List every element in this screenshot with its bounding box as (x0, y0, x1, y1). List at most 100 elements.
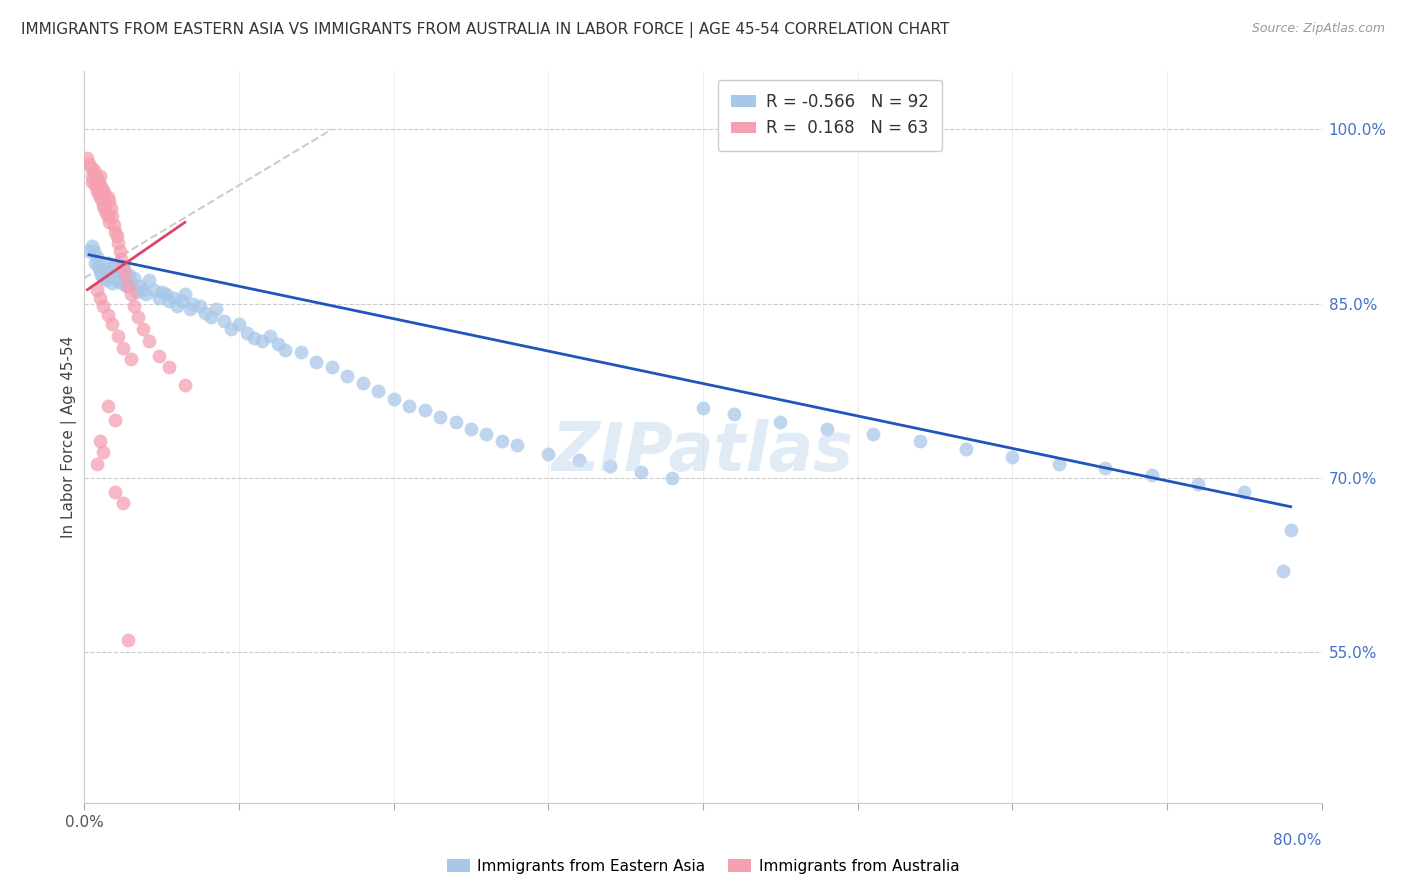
Point (382, 392, 405, 406)
Point (79, 160, 101, 174)
Point (89, 178, 111, 193)
Point (367, 384, 389, 398)
Point (267, 337, 290, 351)
Point (82, 175, 104, 189)
Point (188, 299, 212, 313)
Point (194, 306, 217, 320)
Point (259, 329, 281, 343)
Point (120, 287, 142, 301)
Legend: R = -0.566   N = 92, R =  0.168   N = 63: R = -0.566 N = 92, R = 0.168 N = 63 (717, 79, 942, 151)
Point (114, 264, 136, 278)
Point (321, 360, 343, 375)
Legend: Immigrants from Eastern Asia, Immigrants from Australia: Immigrants from Eastern Asia, Immigrants… (440, 853, 966, 880)
Point (86, 457, 108, 471)
Point (692, 401, 714, 415)
Point (166, 299, 188, 313)
Point (93, 186, 115, 201)
Point (101, 318, 124, 332)
Point (105, 273, 128, 287)
Point (108, 261, 131, 276)
Point (205, 302, 228, 317)
Point (862, 426, 884, 441)
Text: IMMIGRANTS FROM EASTERN ASIA VS IMMIGRANTS FROM AUSTRALIA IN LABOR FORCE | AGE 4: IMMIGRANTS FROM EASTERN ASIA VS IMMIGRAN… (21, 22, 949, 38)
Point (89, 264, 111, 278)
Point (200, 310, 222, 325)
Point (174, 287, 197, 301)
Point (150, 285, 173, 299)
Point (89, 434, 111, 448)
Point (112, 496, 135, 510)
Point (98, 264, 121, 278)
Point (104, 225, 127, 239)
Point (120, 352, 142, 367)
Point (114, 268, 136, 282)
Point (86, 183, 108, 197)
Point (1047, 457, 1070, 471)
Point (104, 260, 127, 274)
Point (93, 202, 115, 216)
Point (77, 244, 100, 259)
Point (128, 310, 150, 325)
Point (84, 178, 107, 193)
Point (112, 271, 135, 285)
Point (125, 285, 148, 299)
Point (155, 287, 177, 301)
Point (1001, 450, 1024, 464)
Point (170, 294, 193, 309)
Point (132, 322, 155, 336)
Point (236, 326, 259, 340)
Point (93, 261, 115, 276)
Point (599, 459, 621, 474)
Point (98, 194, 121, 209)
Point (475, 426, 498, 441)
Point (84, 167, 107, 181)
Point (97, 308, 120, 322)
Point (1279, 523, 1302, 537)
Point (76, 152, 98, 166)
Point (94, 206, 117, 220)
Point (1187, 476, 1209, 491)
Point (101, 276, 124, 290)
Point (91, 183, 114, 197)
Point (104, 484, 127, 499)
Point (163, 291, 186, 305)
Point (252, 334, 274, 348)
Point (274, 343, 297, 357)
Point (769, 415, 792, 429)
Point (1140, 468, 1163, 483)
Point (94, 192, 117, 206)
Point (87, 260, 110, 274)
Point (110, 252, 132, 267)
Point (138, 273, 160, 287)
Point (117, 633, 139, 648)
Point (89, 190, 111, 204)
Point (83, 163, 105, 178)
Point (221, 322, 243, 336)
Point (212, 314, 235, 328)
Point (100, 202, 122, 216)
Point (460, 422, 482, 436)
Point (148, 291, 170, 305)
Point (112, 260, 135, 274)
Point (83, 171, 105, 186)
Point (94, 273, 117, 287)
Point (159, 360, 181, 375)
Point (336, 368, 359, 383)
Point (1094, 461, 1116, 475)
Point (290, 345, 312, 359)
Point (104, 412, 127, 426)
Point (98, 215, 121, 229)
Point (630, 465, 652, 479)
Point (148, 349, 170, 363)
Point (955, 442, 977, 456)
Point (243, 331, 266, 345)
Point (117, 279, 139, 293)
Point (228, 318, 250, 332)
Point (90, 192, 112, 206)
Point (101, 210, 124, 224)
Text: 80.0%: 80.0% (1274, 833, 1322, 848)
Point (82, 169, 104, 183)
Point (86, 283, 108, 297)
Point (413, 403, 436, 417)
Text: ZIPatlas: ZIPatlas (553, 418, 853, 484)
